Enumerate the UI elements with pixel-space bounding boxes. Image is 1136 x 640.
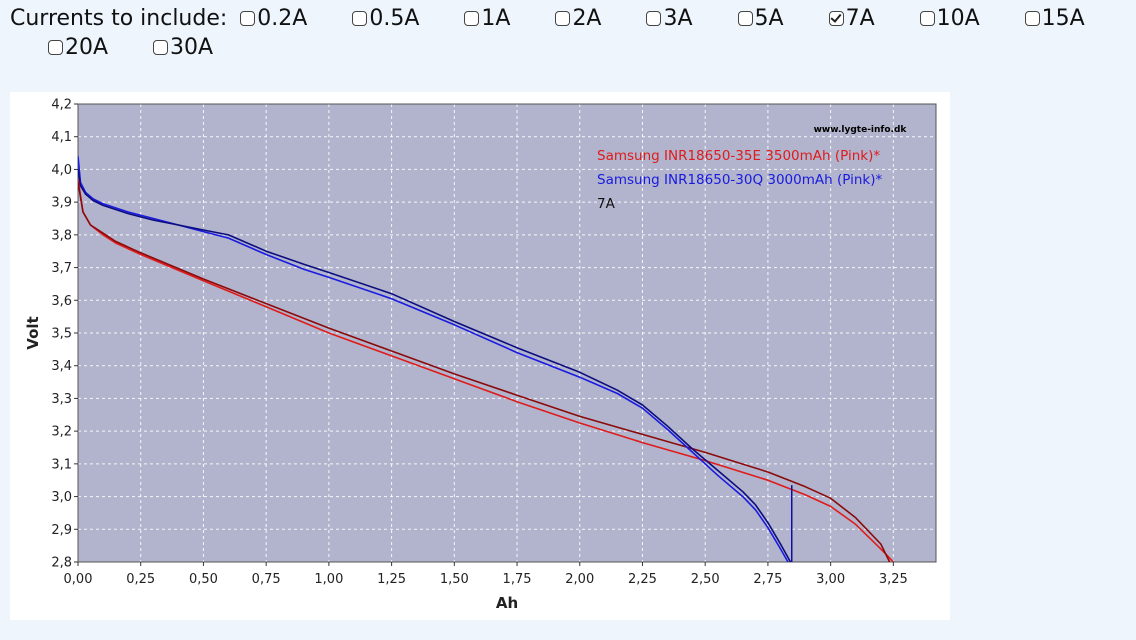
x-tick-label: 3,25 (879, 572, 908, 587)
current-option-7a[interactable]: 7A (828, 4, 875, 33)
y-tick-label: 2,9 (51, 523, 72, 538)
checkbox[interactable] (153, 40, 169, 55)
current-filter-bar: Currents to include: 0.2A 0.5A 1A 2A 3A … (10, 4, 1125, 62)
x-tick-label: 1,50 (440, 572, 469, 587)
watermark-text: www.lygte-info.dk (814, 125, 908, 135)
y-axis-label: Volt (24, 316, 42, 349)
y-tick-label: 3,8 (51, 228, 72, 243)
x-tick-label: 1,00 (314, 572, 343, 587)
current-option-3a[interactable]: 3A (646, 4, 693, 33)
x-axis-label: Ah (496, 594, 518, 612)
y-tick-label: 3,0 (51, 490, 72, 505)
checkbox[interactable] (48, 40, 63, 55)
y-tick-label: 3,3 (51, 392, 72, 407)
current-option-30a[interactable]: 30A (153, 33, 213, 62)
option-label: 1A (481, 6, 511, 31)
option-label: 7A (845, 6, 875, 31)
option-label: 0.5A (369, 6, 420, 31)
x-tick-label: 0,75 (252, 572, 281, 587)
checkbox[interactable] (240, 11, 256, 26)
x-tick-label: 0,50 (189, 572, 218, 587)
x-tick-label: 3,00 (816, 572, 845, 587)
y-tick-label: 4,0 (51, 163, 72, 178)
current-option-15a[interactable]: 15A (1024, 4, 1085, 33)
current-options: 0.2A 0.5A 1A 2A 3A 5A 7A 10A 15A 20A 30A (10, 6, 1085, 60)
x-tick-label: 1,75 (503, 572, 532, 587)
discharge-chart: 0,00 0,25 0,50 0,75 1,00 1,25 1,50 1,75 2,00 2,25… (10, 92, 950, 620)
y-tick-label: 3,1 (51, 457, 72, 472)
y-tick-label: 2,8 (51, 556, 72, 571)
x-tick-label: 2,50 (691, 572, 720, 587)
y-tick-label: 4,1 (51, 130, 72, 145)
option-label: 2A (572, 6, 602, 31)
current-option-1a[interactable]: 1A (464, 4, 510, 33)
option-label: 15A (1041, 6, 1085, 31)
discharge-chart-svg: 0,00 0,25 0,50 0,75 1,00 1,25 1,50 1,75 2,00 2,25… (24, 98, 937, 612)
option-label: 0.2A (257, 6, 308, 31)
current-option-0-5a[interactable]: 0.5A (352, 4, 419, 33)
series-line-0 (78, 179, 894, 562)
x-tick-label: 0,00 (64, 572, 93, 587)
current-option-0-2a[interactable]: 0.2A (240, 4, 307, 33)
currents-label: Currents to include: (10, 6, 228, 31)
checkbox[interactable] (828, 11, 844, 26)
y-tick-label: 3,7 (51, 261, 72, 276)
checkbox[interactable] (1024, 11, 1040, 26)
y-tick-label: 3,9 (51, 196, 72, 211)
option-label: 5A (754, 6, 784, 31)
x-tick-label: 2,75 (753, 572, 782, 587)
checkbox[interactable] (464, 11, 480, 26)
checkbox[interactable] (352, 11, 368, 26)
y-tick-label: 3,4 (51, 359, 72, 374)
series-line-3 (78, 169, 792, 562)
checkbox[interactable] (555, 11, 571, 26)
x-tick-label: 0,25 (126, 572, 155, 587)
legend-entry-2: 7A (597, 196, 616, 212)
y-tick-label: 3,2 (51, 425, 72, 440)
x-tick-label: 2,00 (565, 572, 594, 587)
option-label: 3A (663, 6, 693, 31)
y-tick-label: 4,2 (51, 98, 72, 113)
current-option-2a[interactable]: 2A (555, 4, 601, 33)
option-label: 30A (170, 35, 214, 60)
option-label: 10A (936, 6, 980, 31)
checkbox[interactable] (919, 11, 935, 26)
option-label: 20A (65, 35, 109, 60)
series-line-2 (78, 156, 789, 562)
legend-entry-1: Samsung INR18650-30Q 3000mAh (Pink)* (597, 172, 882, 188)
y-tick-label: 3,5 (51, 327, 72, 342)
current-option-5a[interactable]: 5A (737, 4, 784, 33)
checkbox[interactable] (737, 11, 753, 26)
x-tick-label: 1,25 (377, 572, 406, 587)
series-line-1 (78, 182, 891, 562)
legend-entry-0: Samsung INR18650-35E 3500mAh (Pink)* (597, 148, 880, 164)
current-option-20a[interactable]: 20A (48, 33, 108, 62)
checkbox[interactable] (646, 11, 662, 26)
y-tick-label: 3,6 (51, 294, 72, 309)
x-tick-label: 2,25 (628, 572, 657, 587)
current-option-10a[interactable]: 10A (919, 4, 980, 33)
